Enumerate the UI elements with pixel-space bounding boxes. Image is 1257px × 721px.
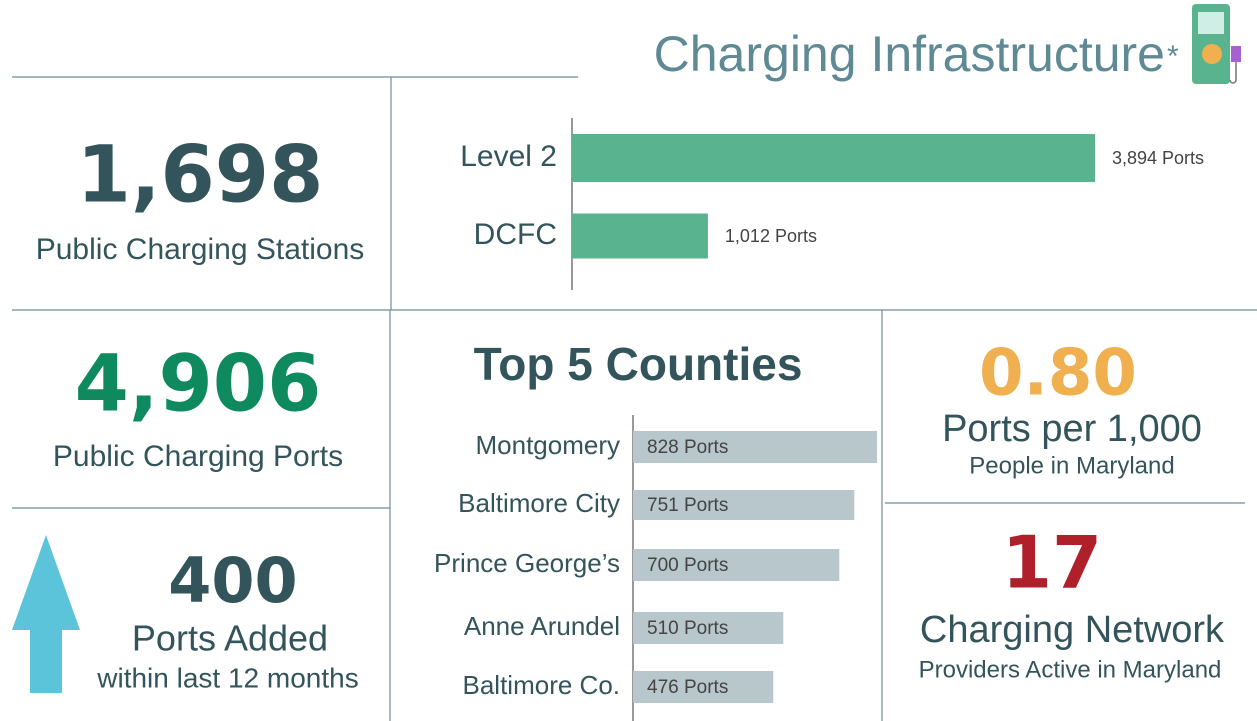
stat-sublabel: People in Maryland xyxy=(969,452,1174,479)
chart-title: Top 5 Counties xyxy=(474,338,803,390)
value-label: 3,894 Ports xyxy=(1112,148,1204,168)
category-label: Prince George’s xyxy=(434,548,620,578)
bar xyxy=(633,671,774,703)
category-label: Level 2 xyxy=(460,140,557,173)
value-label: 751 Ports xyxy=(647,495,728,516)
value-label: 510 Ports xyxy=(647,618,728,639)
value-label: 828 Ports xyxy=(647,437,728,458)
bar xyxy=(633,490,855,520)
stat-sublabel: within last 12 months xyxy=(96,662,358,693)
stat-label: Public Charging Ports xyxy=(53,440,343,473)
stat-value: 400 xyxy=(168,544,297,617)
value-label: 700 Ports xyxy=(647,555,728,576)
stat-value: 0.80 xyxy=(979,337,1137,411)
charger-icon xyxy=(1192,4,1241,84)
stat-value: 17 xyxy=(1002,521,1102,605)
value-label: 1,012 Ports xyxy=(725,226,817,246)
stat-label: Ports Added xyxy=(132,618,328,659)
category-label: Montgomery xyxy=(476,430,621,460)
asterisk: * xyxy=(1167,40,1179,73)
bar xyxy=(633,549,840,581)
up-arrow xyxy=(12,535,80,693)
stat-value: 4,906 xyxy=(75,339,322,429)
value-label: 476 Ports xyxy=(647,677,728,698)
stat-sublabel: Providers Active in Maryland xyxy=(919,656,1222,683)
category-label: DCFC xyxy=(474,218,557,251)
page-title: Charging Infrastructure xyxy=(654,26,1165,82)
category-label: Baltimore City xyxy=(458,488,620,518)
stat-label: Ports per 1,000 xyxy=(942,408,1202,450)
bar xyxy=(572,213,708,259)
bar xyxy=(633,612,784,644)
bar xyxy=(572,134,1095,182)
category-label: Baltimore Co. xyxy=(463,670,621,700)
stat-value: 1,698 xyxy=(77,130,324,220)
bar xyxy=(633,431,877,463)
stat-label: Charging Network xyxy=(920,609,1225,651)
stat-label: Public Charging Stations xyxy=(36,233,365,266)
category-label: Anne Arundel xyxy=(464,611,620,641)
